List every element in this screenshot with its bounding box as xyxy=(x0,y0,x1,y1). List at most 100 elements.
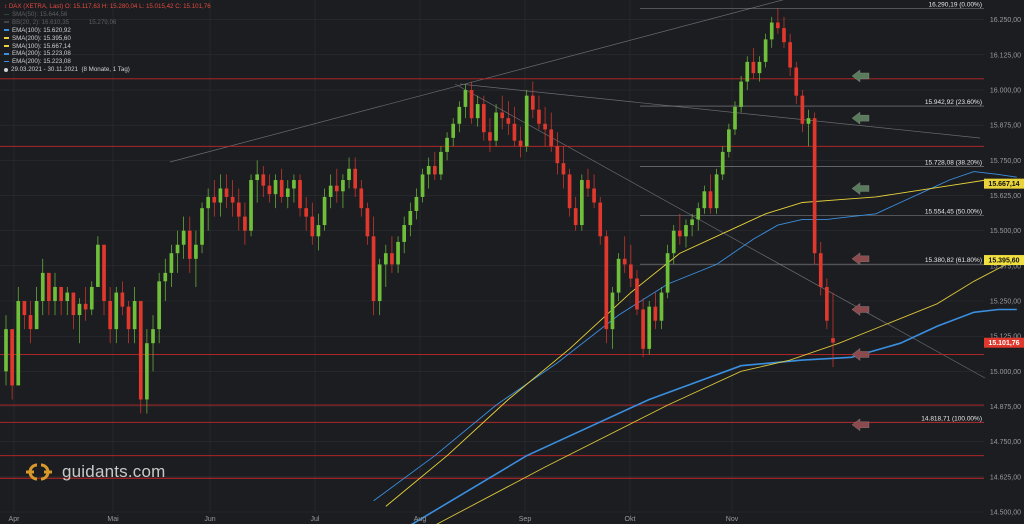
y-tick-label: 16.125,00 xyxy=(990,52,1021,59)
legend-row[interactable]: SMA(100): 15.667,14 xyxy=(4,43,211,51)
candle-body xyxy=(690,219,694,226)
x-tick-label: Jul xyxy=(311,516,320,523)
fib-level-label: 15.942,92 (23.60%) xyxy=(925,99,982,106)
candle-body xyxy=(592,188,596,203)
arrow-red-icon xyxy=(851,303,870,316)
candle-body xyxy=(310,216,315,237)
indicator-lines xyxy=(373,171,1018,524)
candle-body xyxy=(604,236,609,330)
arrow-red-icon xyxy=(851,348,870,361)
candle-body xyxy=(647,306,652,349)
candle-body xyxy=(108,301,112,330)
x-tick-label: Okt xyxy=(625,516,636,523)
legend-row[interactable]: EMA(200): 15.223,08 xyxy=(4,58,211,66)
symbol-switch-icon[interactable]: ↕ xyxy=(4,3,8,10)
candle-body xyxy=(243,216,247,231)
candle-body xyxy=(825,286,829,321)
candle-body xyxy=(194,244,198,259)
candle-body xyxy=(334,185,339,192)
candle-body xyxy=(573,208,578,226)
candle-body xyxy=(439,151,443,175)
candle-body xyxy=(549,129,554,147)
candle-body xyxy=(187,230,192,259)
y-tick-label: 14.500,00 xyxy=(990,510,1021,517)
candle-body xyxy=(273,180,278,195)
y-tick-label: 14.750,00 xyxy=(990,439,1021,446)
legend-label: SMA(100): 15.667,14 xyxy=(12,42,71,50)
x-tick-label: Nov xyxy=(726,516,739,523)
candle-body xyxy=(224,188,229,197)
legend-label: EMA(200): 15.223,08 xyxy=(12,58,71,66)
candle-body xyxy=(279,180,284,197)
candle-body xyxy=(445,137,449,152)
candle-body xyxy=(16,301,21,386)
legend-label: EMA(200): 15.223,08 xyxy=(12,50,71,58)
candle-body xyxy=(377,264,382,302)
candle-body xyxy=(396,241,400,265)
candle-body xyxy=(616,258,621,293)
candle-body xyxy=(426,165,431,175)
sma200-line xyxy=(436,258,1018,524)
legend-row[interactable]: EMA(100): 15.620,92 xyxy=(4,27,211,35)
fib-level-label: 15.554,45 (50.00%) xyxy=(925,208,982,215)
y-tick-label: 14.875,00 xyxy=(990,404,1021,411)
y-tick-label: 15.125,00 xyxy=(990,334,1021,341)
candle-body xyxy=(469,90,474,119)
legend-row[interactable]: SMA(200): 15.395,60 xyxy=(4,35,211,43)
candle-body xyxy=(518,140,523,147)
legend-swatch xyxy=(4,13,9,16)
candle-body xyxy=(132,301,137,330)
candle-body xyxy=(776,22,780,29)
price-badge xyxy=(984,337,1024,348)
candle-body xyxy=(230,196,235,203)
candle-body xyxy=(298,180,302,209)
candle-body xyxy=(524,95,529,147)
candle-body xyxy=(40,272,45,302)
date-range: 29.03.2021 - 30.11.2021 xyxy=(11,66,78,74)
candlesticks xyxy=(4,8,835,414)
x-tick-label: Apr xyxy=(9,516,21,523)
candle-body xyxy=(408,210,413,226)
symbol-name[interactable]: DAX (XETRA, Last) xyxy=(8,3,64,10)
candle-body xyxy=(463,90,468,107)
legend-row[interactable]: SMA(50): 15.644,56 xyxy=(4,11,211,19)
legend-label: EMA(100): 15.620,92 xyxy=(12,26,71,34)
legend-row[interactable]: EMA(200): 15.223,08 xyxy=(4,50,211,58)
candle-body xyxy=(47,272,51,302)
candle-body xyxy=(145,343,149,400)
candle-body xyxy=(788,42,792,68)
candle-body xyxy=(390,253,394,265)
candle-body xyxy=(114,292,119,330)
candle-body xyxy=(751,61,756,74)
legend-label: SMA(200): 15.395,60 xyxy=(12,34,71,42)
guidants-logo[interactable]: guidants.com xyxy=(22,461,166,483)
candle-body xyxy=(206,196,210,209)
candle-body xyxy=(494,112,498,141)
fibonacci-levels: 16.290,19 (0.00%) 15.942,92 (23.60%) 15.72… xyxy=(0,1,984,479)
trend-line xyxy=(169,0,784,163)
arrow-green-icon xyxy=(851,69,870,83)
candle-body xyxy=(782,28,786,43)
candle-body xyxy=(285,188,290,197)
arrow-red-icon xyxy=(851,418,870,432)
date-range-note: (8 Monate, 1 Tag) xyxy=(81,66,130,74)
candle-body xyxy=(702,191,707,209)
candle-body xyxy=(708,191,713,209)
candle-body xyxy=(506,118,511,124)
candle-body xyxy=(733,106,737,130)
logo-text: guidants.com xyxy=(62,462,166,481)
legend-row[interactable]: BB(20, 2): 16.610,35 15.279,06 xyxy=(4,19,211,27)
chart-legend: ↕ DAX (XETRA, Last) O: 15.117,63 H: 15.2… xyxy=(4,3,211,74)
candle-body xyxy=(353,168,358,189)
candle-body xyxy=(696,208,701,220)
candle-body xyxy=(151,329,155,344)
candle-body xyxy=(457,106,462,124)
candle-body xyxy=(212,196,217,203)
candle-body xyxy=(800,95,805,124)
price-badge xyxy=(984,255,1024,266)
candle-body xyxy=(586,180,590,189)
candle-body xyxy=(757,61,762,74)
price-badge-label: 15.101,76 xyxy=(988,340,1019,347)
y-tick-label: 15.750,00 xyxy=(990,158,1021,165)
